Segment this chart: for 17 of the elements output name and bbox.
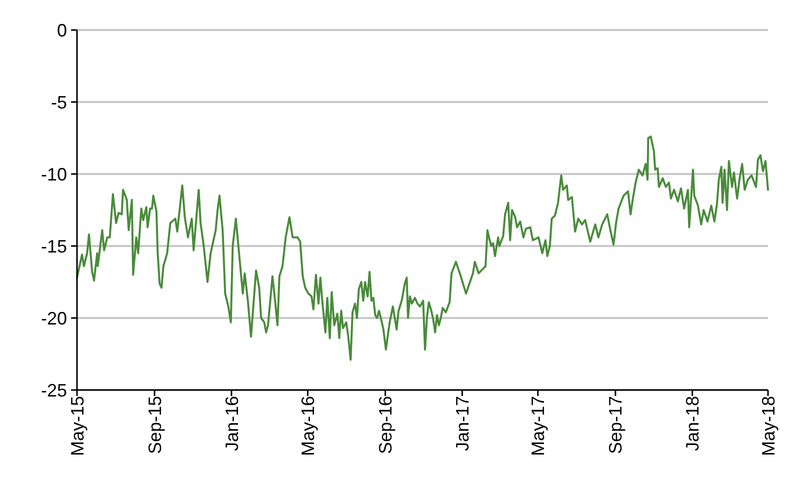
y-tick-label: -10 [40,164,67,184]
x-tick-label: Sep-15 [144,396,165,454]
y-tick-label: -5 [50,92,67,112]
y-tick-label: 0 [56,20,67,40]
x-tick-label: May-15 [67,396,88,456]
y-tick-label: -20 [40,308,67,328]
x-tick-label: Sep-16 [376,396,396,454]
x-tick-label: Jan-16 [222,396,242,452]
x-tick-label: Jan-18 [682,396,703,452]
y-tick-label: -25 [40,380,67,400]
x-tick-label: May-18 [758,396,778,456]
line-series [76,136,769,361]
x-tick-label: Jan-17 [452,396,473,452]
x-tick-label: May-17 [528,396,548,456]
x-tick-label: May-16 [298,396,318,456]
y-tick-label: -15 [40,236,67,256]
x-tick-label: Sep-17 [606,396,626,454]
